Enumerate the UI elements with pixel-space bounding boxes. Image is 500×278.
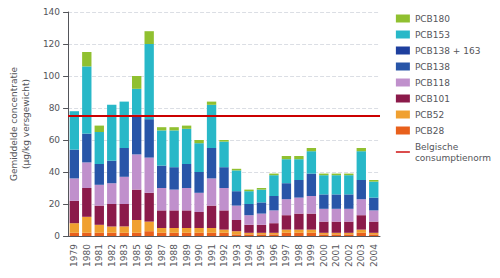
svg-text:PCB180: PCB180 — [415, 14, 450, 24]
svg-text:80: 80 — [49, 103, 61, 113]
svg-text:60: 60 — [49, 135, 61, 145]
svg-text:2002: 2002 — [344, 244, 354, 267]
svg-text:1995: 1995 — [256, 244, 266, 267]
svg-text:PCB118: PCB118 — [415, 78, 450, 88]
svg-text:1987: 1987 — [157, 244, 167, 267]
svg-text:1993: 1993 — [232, 244, 242, 267]
svg-text:PCB138: PCB138 — [415, 62, 450, 72]
svg-text:1990: 1990 — [194, 244, 204, 267]
svg-text:2000: 2000 — [319, 244, 329, 267]
svg-text:100: 100 — [43, 71, 60, 81]
svg-text:Belgische: Belgische — [415, 142, 459, 152]
svg-text:2003: 2003 — [356, 244, 366, 267]
svg-text:1981: 1981 — [94, 244, 104, 267]
svg-text:PCB52: PCB52 — [415, 110, 444, 120]
svg-text:1996: 1996 — [269, 244, 279, 267]
svg-text:1979: 1979 — [69, 244, 79, 267]
svg-text:1988: 1988 — [169, 244, 179, 267]
svg-text:40: 40 — [49, 167, 61, 177]
svg-text:20: 20 — [49, 199, 61, 209]
svg-text:0: 0 — [54, 231, 60, 241]
svg-text:1982: 1982 — [107, 244, 117, 267]
svg-text:1999: 1999 — [306, 244, 316, 267]
svg-text:1997: 1997 — [281, 244, 291, 267]
svg-text:PCB138 + 163: PCB138 + 163 — [415, 46, 481, 56]
svg-text:consumptienorm: consumptienorm — [415, 153, 491, 163]
svg-text:2004: 2004 — [369, 244, 379, 267]
svg-text:PCB153: PCB153 — [415, 30, 450, 40]
svg-text:1998: 1998 — [294, 244, 304, 267]
svg-text:Gemiddelde concentratie: Gemiddelde concentratie — [9, 67, 19, 181]
svg-text:1991: 1991 — [207, 244, 217, 267]
svg-text:PCB101: PCB101 — [415, 94, 450, 104]
svg-text:1986: 1986 — [144, 244, 154, 267]
svg-text:1980: 1980 — [82, 244, 92, 267]
svg-text:1989: 1989 — [182, 244, 192, 267]
svg-text:(µg/kg versgewicht): (µg/kg versgewicht) — [21, 79, 31, 169]
svg-text:1985: 1985 — [132, 244, 142, 267]
svg-text:1983: 1983 — [119, 244, 129, 267]
svg-text:120: 120 — [43, 39, 60, 49]
svg-text:1992: 1992 — [219, 244, 229, 267]
svg-text:140: 140 — [43, 7, 60, 17]
svg-text:2001: 2001 — [331, 244, 341, 267]
svg-text:PCB28: PCB28 — [415, 126, 445, 136]
svg-text:1994: 1994 — [244, 244, 254, 267]
